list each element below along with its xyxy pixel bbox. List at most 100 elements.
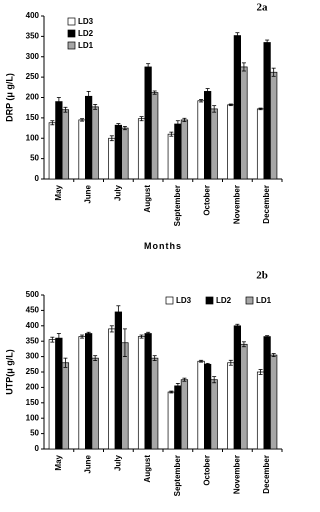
legend-label: LD1 — [78, 41, 94, 50]
error-bar — [175, 382, 180, 389]
bar — [91, 106, 99, 180]
error-bar — [212, 105, 217, 113]
x-tick-label: September — [173, 455, 182, 496]
x-tick-label: November — [232, 455, 241, 494]
figure: 2a DRP (μ g/L) Months 0 50 100 150 200 250 300 350… — [4, 2, 283, 496]
bar — [78, 119, 86, 180]
x-tick-label: August — [143, 185, 152, 213]
x-tick-label: November — [232, 185, 241, 224]
x-tick-label: December — [262, 455, 271, 494]
y-tick-label: 300 — [26, 352, 40, 361]
bar — [137, 118, 146, 180]
error-bar — [93, 104, 98, 110]
y-tick-label: 300 — [26, 52, 40, 61]
y-tick-label: 350 — [26, 31, 40, 40]
error-bar — [86, 90, 91, 102]
error-bar — [241, 62, 246, 72]
legend-label: LD1 — [256, 296, 272, 305]
bar — [91, 357, 99, 450]
y-tick-label: 100 — [26, 413, 40, 422]
bar — [151, 357, 159, 450]
bar — [114, 311, 122, 450]
legend-label: LD3 — [78, 17, 94, 26]
bar — [227, 104, 235, 180]
legend-swatch — [67, 17, 76, 26]
legend-swatch — [205, 296, 214, 305]
error-bar — [182, 117, 187, 122]
x-tick-label: May — [54, 454, 63, 470]
x-tick-label: October — [203, 455, 212, 486]
bar — [85, 333, 93, 450]
error-bar — [175, 120, 180, 128]
error-bar — [109, 135, 114, 142]
y-tick-label: 250 — [26, 367, 40, 376]
error-bar — [152, 355, 157, 362]
error-bar — [235, 32, 240, 39]
x-tick-label: June — [84, 454, 93, 473]
error-bar — [122, 328, 127, 358]
bar — [151, 92, 159, 180]
y-tick-label: 0 — [35, 444, 40, 453]
bar — [137, 336, 146, 450]
bar — [263, 42, 271, 180]
bar — [108, 328, 116, 450]
error-bar — [146, 63, 151, 71]
y-tick-label: 150 — [26, 398, 40, 407]
error-bar — [80, 118, 85, 122]
error-bar — [258, 369, 263, 375]
error-bar — [63, 106, 68, 113]
y-tick-label: 50 — [30, 154, 39, 163]
bar — [180, 119, 189, 180]
error-bar — [235, 323, 240, 328]
error-bar — [116, 123, 121, 128]
legend-label: LD3 — [176, 296, 192, 305]
x-tick-label: July — [113, 454, 122, 471]
bar — [240, 66, 248, 180]
y-tick-label: 50 — [30, 429, 39, 438]
y-tick-label: 100 — [26, 133, 40, 142]
error-bar — [199, 359, 204, 363]
y-tick-label: 400 — [26, 11, 40, 20]
bar — [144, 333, 152, 450]
x-tick-label: May — [54, 184, 63, 200]
bar — [174, 123, 182, 180]
error-bar — [241, 341, 246, 348]
legend-swatch — [165, 296, 174, 305]
error-bar — [116, 305, 121, 319]
bar — [121, 342, 129, 450]
bar — [121, 127, 129, 180]
bar — [180, 379, 189, 450]
error-bar — [205, 362, 210, 366]
error-bar — [56, 333, 61, 344]
y-tick-label: 350 — [26, 336, 40, 345]
error-bar — [152, 90, 157, 95]
error-bar — [228, 103, 233, 107]
error-bar — [169, 390, 174, 394]
bar — [174, 385, 182, 450]
y-tick-label: 500 — [26, 290, 40, 299]
error-bar — [56, 97, 61, 107]
bar — [61, 109, 70, 180]
error-bar — [139, 116, 144, 122]
bar — [55, 337, 63, 450]
error-bar — [50, 336, 55, 343]
bar — [270, 354, 278, 450]
error-bar — [271, 67, 276, 77]
legend-swatch — [245, 296, 254, 305]
bar — [210, 379, 218, 450]
x-tick-label: September — [173, 185, 182, 226]
x-tick-label: December — [262, 185, 271, 224]
bar — [204, 363, 212, 450]
bar — [197, 360, 205, 450]
bar — [114, 124, 122, 180]
bar — [233, 35, 241, 180]
error-bar — [228, 359, 233, 366]
error-bar — [93, 355, 98, 362]
error-bar — [139, 334, 144, 339]
y-axis-label: UTP(μ g/L) — [4, 349, 14, 395]
x-tick-label: October — [203, 185, 212, 216]
bar — [48, 122, 56, 180]
error-bar — [265, 335, 270, 338]
y-tick-label: 250 — [26, 72, 40, 81]
error-bar — [212, 376, 217, 384]
